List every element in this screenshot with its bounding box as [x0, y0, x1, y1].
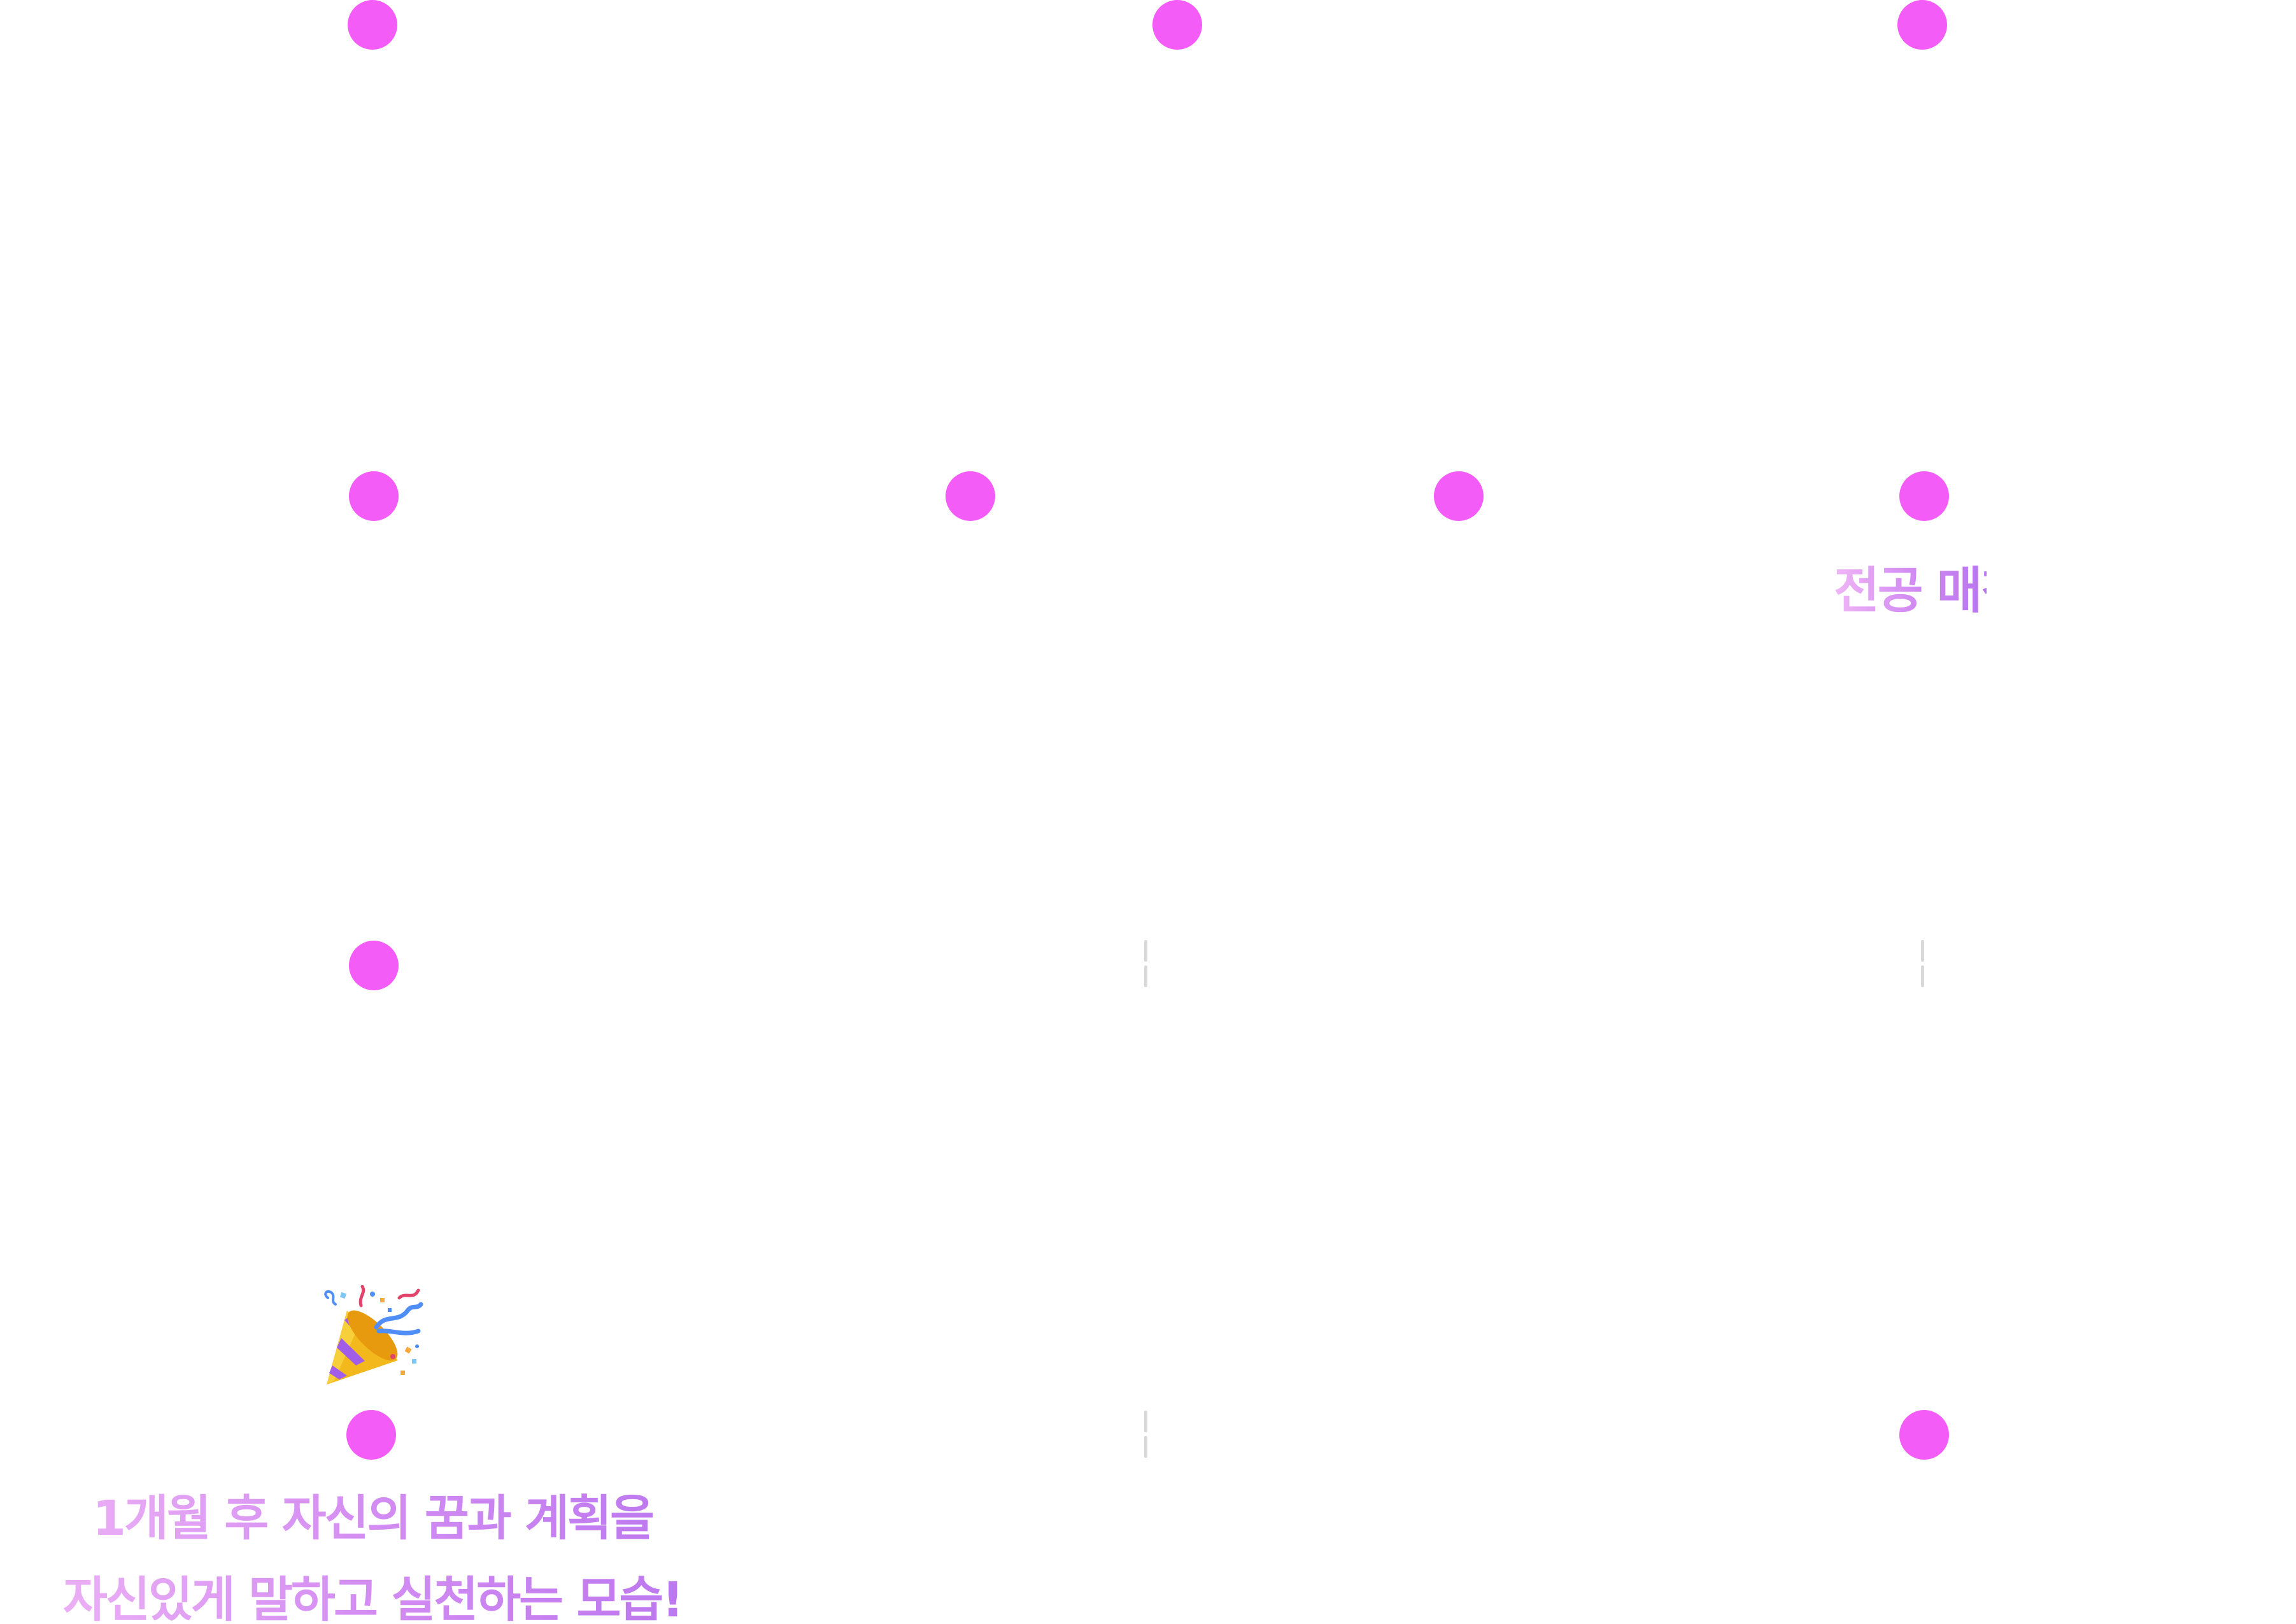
separator-tick [1144, 1436, 1147, 1458]
roadmap-node [1897, 0, 1947, 50]
goal-caption-line-1: 1개월 후 자신의 꿈과 계획을 [0, 1479, 745, 1549]
major-matching-label: 전공 매칭 [1834, 551, 2026, 622]
roadmap-node-final [346, 1410, 396, 1460]
separator-tick [1921, 940, 1924, 962]
roadmap-node [1899, 471, 1949, 521]
separator-tick [1921, 965, 1924, 987]
separator-tick [1144, 965, 1147, 987]
goal-caption-line-2: 자신있게 말하고 실천하는 모습! [0, 1560, 745, 1624]
separator-tick [1144, 940, 1147, 962]
roadmap-node [348, 0, 397, 50]
party-popper-icon [324, 1285, 423, 1385]
roadmap-node [349, 471, 399, 521]
roadmap-node [946, 471, 995, 521]
roadmap-node [1434, 471, 1484, 521]
roadmap-node [1899, 1410, 1949, 1460]
roadmap-node [1152, 0, 1202, 50]
roadmap-node [349, 941, 399, 990]
separator-tick [1144, 1411, 1147, 1432]
